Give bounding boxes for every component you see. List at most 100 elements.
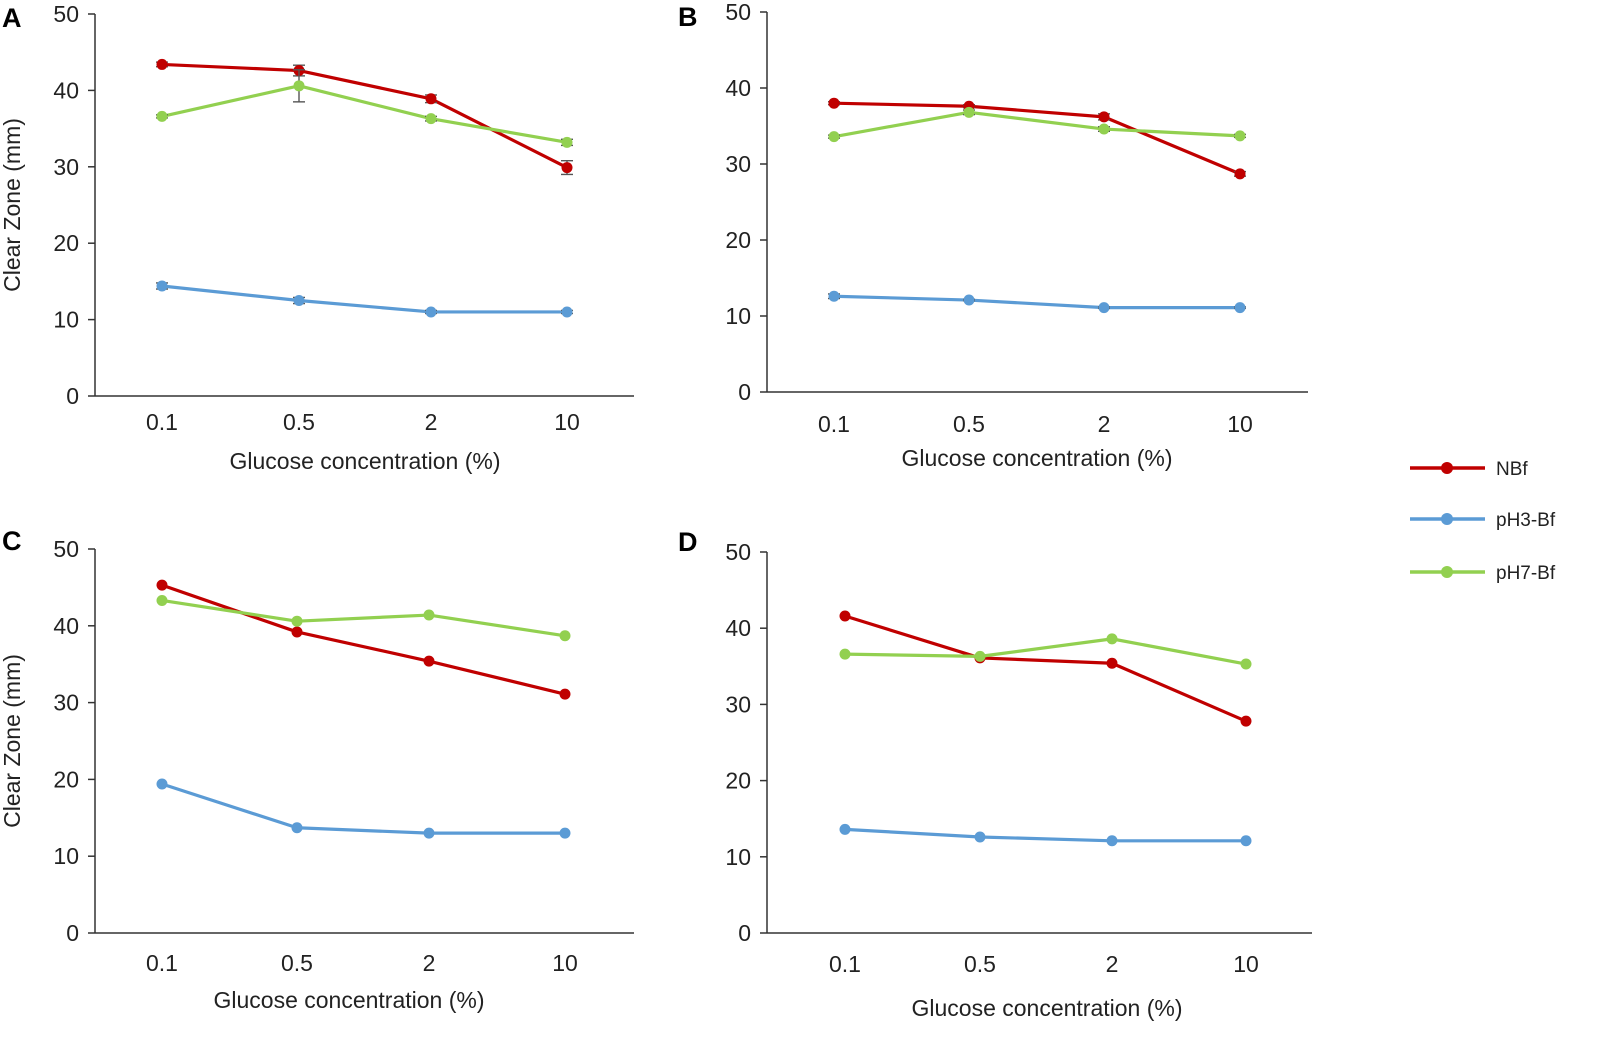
x-axis-title: Glucose concentration (%) bbox=[911, 995, 1182, 1021]
legend-label: pH7-Bf bbox=[1496, 563, 1556, 584]
y-tick-label: 50 bbox=[725, 539, 751, 565]
y-tick-label: 10 bbox=[725, 844, 751, 870]
y-tick-label: 50 bbox=[53, 1, 79, 27]
series-ph7-bf bbox=[156, 69, 573, 148]
data-point bbox=[1106, 657, 1118, 669]
y-tick-label: 40 bbox=[53, 613, 79, 639]
y-tick-label: 10 bbox=[725, 303, 751, 329]
data-point bbox=[423, 827, 435, 839]
data-point bbox=[559, 827, 571, 839]
data-point bbox=[561, 162, 573, 174]
data-point bbox=[559, 630, 571, 642]
data-point bbox=[839, 610, 851, 622]
panel-letter: C bbox=[2, 526, 22, 556]
series-line bbox=[833, 294, 1240, 310]
chart-panel-c: C 0 10 20 30 40 50 0.1 0.5 2 10 Glucose concentrati… bbox=[0, 526, 634, 1013]
data-point bbox=[828, 290, 840, 302]
data-point bbox=[1234, 130, 1246, 142]
series-line bbox=[161, 782, 565, 835]
data-point bbox=[156, 110, 168, 122]
y-tick-label: 20 bbox=[725, 768, 751, 794]
panel-letter: D bbox=[678, 527, 698, 557]
series-ph7-bf bbox=[839, 633, 1252, 670]
data-point bbox=[156, 778, 168, 790]
series-line bbox=[161, 598, 566, 638]
data-point bbox=[156, 594, 168, 606]
y-tick-label: 30 bbox=[725, 691, 751, 717]
series-ph7-bf bbox=[828, 106, 1246, 143]
data-point bbox=[561, 136, 573, 148]
y-tick-label: 30 bbox=[725, 151, 751, 177]
y-tick-label: 30 bbox=[53, 690, 79, 716]
data-point bbox=[1098, 123, 1110, 135]
series-ph7-bf bbox=[156, 594, 571, 642]
x-axis-title: Glucose concentration (%) bbox=[229, 448, 500, 474]
data-point bbox=[974, 650, 986, 662]
data-point bbox=[425, 306, 437, 318]
y-tick-label: 50 bbox=[725, 0, 751, 25]
x-tick-label: 0.1 bbox=[146, 409, 178, 435]
data-point bbox=[1098, 111, 1110, 123]
data-point bbox=[156, 58, 168, 70]
x-tick-label: 0.1 bbox=[818, 411, 850, 437]
legend: NBf pH3-Bf pH7-Bf bbox=[1410, 459, 1556, 584]
y-tick-label: 20 bbox=[53, 230, 79, 256]
legend-swatch-marker bbox=[1441, 566, 1453, 578]
y-tick-label: 20 bbox=[725, 227, 751, 253]
data-point bbox=[156, 280, 168, 292]
series-nbf bbox=[156, 579, 571, 700]
x-tick-label: 2 bbox=[1098, 411, 1111, 437]
x-tick-label: 2 bbox=[423, 950, 436, 976]
x-tick-label: 0.5 bbox=[953, 411, 985, 437]
x-tick-label: 0.1 bbox=[829, 951, 861, 977]
series-ph3-bf bbox=[828, 290, 1246, 314]
data-point bbox=[156, 579, 168, 591]
y-tick-label: 10 bbox=[53, 307, 79, 333]
legend-swatch-marker bbox=[1441, 513, 1453, 525]
data-point bbox=[1240, 835, 1252, 847]
y-tick-label: 0 bbox=[66, 920, 79, 946]
y-axis-title: Clear Zone (mm) bbox=[0, 118, 25, 292]
x-tick-label: 10 bbox=[1233, 951, 1259, 977]
y-axis-title: Clear Zone (mm) bbox=[0, 654, 25, 828]
x-tick-label: 0.1 bbox=[146, 950, 178, 976]
series-line bbox=[844, 614, 1247, 723]
legend-swatch-marker bbox=[1441, 462, 1453, 474]
chart-panel-b: B 0 10 20 30 40 50 0.1 0.5 2 10 Glucose concentrati… bbox=[678, 0, 1308, 471]
legend-label: NBf bbox=[1496, 459, 1528, 480]
data-point bbox=[559, 688, 571, 700]
x-tick-label: 10 bbox=[1227, 411, 1253, 437]
series-nbf bbox=[839, 610, 1252, 727]
series-ph3-bf bbox=[156, 280, 573, 318]
data-point bbox=[963, 106, 975, 118]
series-line bbox=[844, 637, 1247, 666]
series-line bbox=[161, 583, 566, 696]
series-line bbox=[161, 62, 568, 169]
x-tick-label: 10 bbox=[552, 950, 578, 976]
chart-panel-d: D 0 10 20 30 40 50 0.1 0.5 2 10 Glucose concentrati… bbox=[678, 527, 1312, 1021]
series-line bbox=[161, 284, 567, 314]
panel-letter: B bbox=[678, 2, 698, 32]
data-point bbox=[1240, 658, 1252, 670]
series-line bbox=[833, 110, 1241, 139]
data-point bbox=[291, 626, 303, 638]
data-point bbox=[425, 113, 437, 125]
data-point bbox=[293, 295, 305, 306]
data-point bbox=[828, 131, 840, 143]
data-point bbox=[963, 294, 975, 306]
y-tick-label: 30 bbox=[53, 154, 79, 180]
data-point bbox=[1234, 302, 1246, 314]
y-tick-label: 0 bbox=[738, 379, 751, 405]
data-point bbox=[561, 306, 573, 318]
data-point bbox=[425, 93, 437, 105]
legend-item-ph3-bf: pH3-Bf bbox=[1410, 510, 1556, 531]
x-tick-label: 2 bbox=[425, 409, 438, 435]
legend-label: pH3-Bf bbox=[1496, 510, 1556, 531]
legend-item-nbf: NBf bbox=[1410, 459, 1528, 480]
panel-letter: A bbox=[2, 3, 22, 33]
x-tick-label: 0.5 bbox=[964, 951, 996, 977]
x-tick-label: 2 bbox=[1106, 951, 1119, 977]
y-tick-label: 20 bbox=[53, 766, 79, 792]
